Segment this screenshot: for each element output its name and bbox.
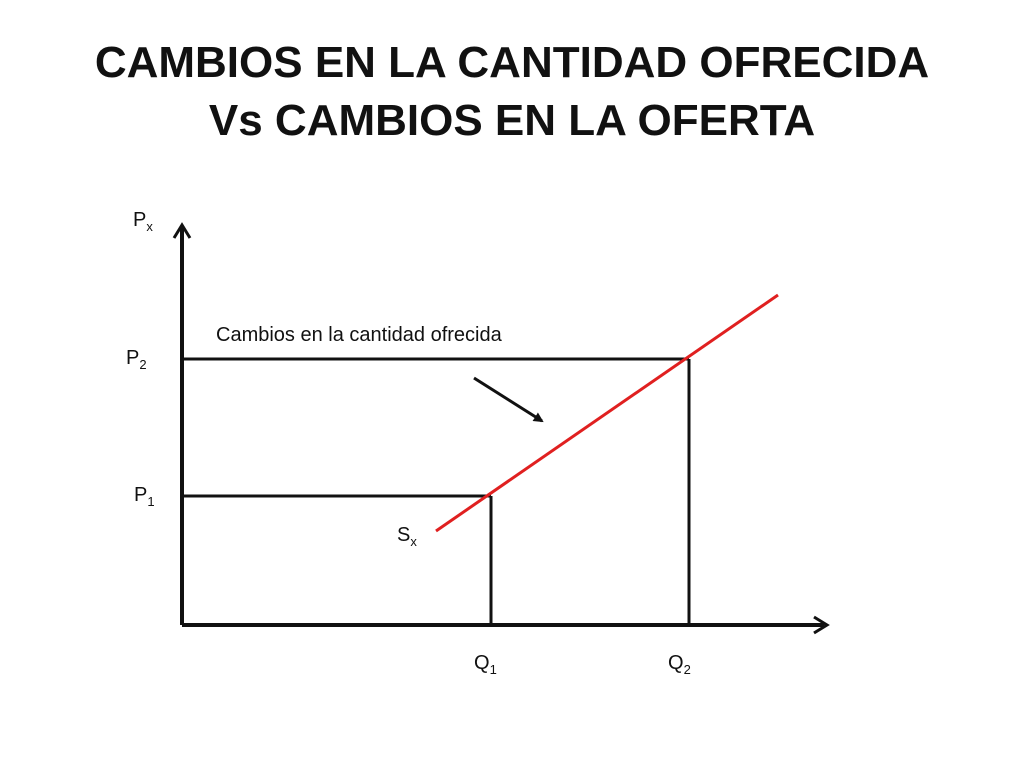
title-line-2: Vs CAMBIOS EN LA OFERTA [208,96,816,145]
q2-label: Q2 [668,652,691,677]
y-axis-label: Px [133,209,153,234]
p2-label: P2 [126,347,147,372]
x-axis-arrowhead [813,615,830,635]
y-axis-arrowhead [172,222,192,239]
p1-label: P1 [134,484,155,509]
title-line-1: CAMBIOS EN LA CANTIDAD OFRECIDA [94,38,930,87]
supply-curve [435,293,779,533]
q1-label: Q1 [474,652,497,677]
annotation-arrow [473,376,544,423]
supply-curve-label: Sx [397,524,417,549]
slide-title: CAMBIOS EN LA CANTIDAD OFRECIDA Vs CAMBI… [0,34,1024,150]
annotation-text: Cambios en la cantidad ofrecida [216,324,503,346]
